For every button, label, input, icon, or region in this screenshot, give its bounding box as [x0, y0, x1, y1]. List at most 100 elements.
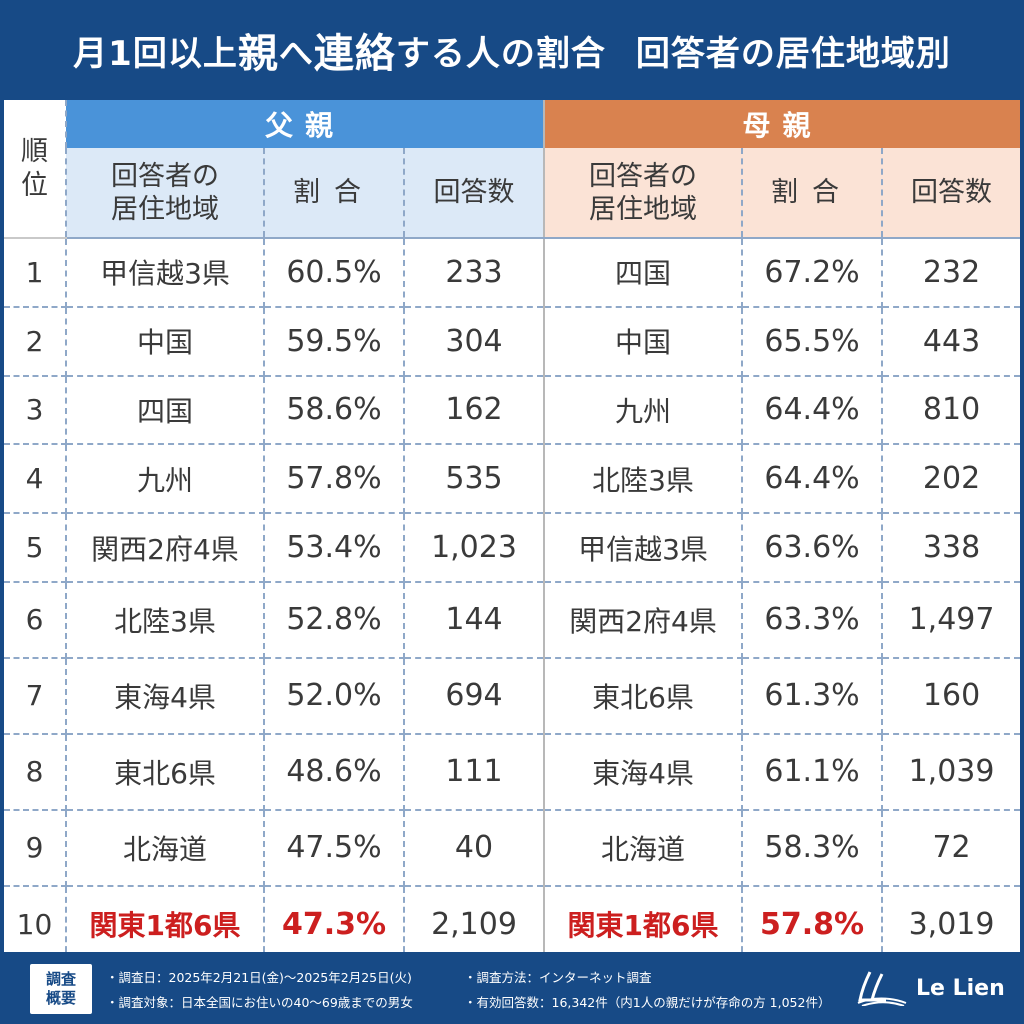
- title-part3: へ: [278, 33, 314, 74]
- father-count-cell: 233: [404, 238, 546, 308]
- mother-region-cell: 北海道: [544, 809, 744, 887]
- logo: Le Lien: [856, 968, 1006, 1008]
- rank-cell: 7: [4, 657, 67, 735]
- father-ratio-cell: 48.6%: [264, 733, 405, 811]
- rank-cell: 8: [4, 733, 67, 811]
- mother-region-cell: 九州: [544, 375, 744, 446]
- mother-region-cell: 四国: [544, 238, 744, 308]
- rank-cell: 9: [4, 809, 67, 887]
- father-count-cell: 694: [404, 657, 546, 735]
- mother-count-cell: 810: [882, 375, 1021, 446]
- father-group-header: 父親: [66, 100, 546, 148]
- father-region-cell: 中国: [66, 306, 265, 377]
- region-header-line1: 回答者の: [589, 160, 698, 192]
- table-row: 10 関東1都6県 47.3% 2,109 関東1都6県 57.8% 3,019: [4, 885, 1020, 962]
- table-row: 3 四国 58.6% 162 九州 64.4% 810: [4, 375, 1021, 446]
- rank-cell: 3: [4, 375, 67, 446]
- mother-ratio-cell: 61.1%: [742, 733, 884, 811]
- table-body: 1 甲信越3県 60.5% 233 四国 67.2% 232 2 中国 59.5% 304 中国 65.…: [4, 238, 1021, 962]
- mother-ratio-cell: 58.3%: [742, 809, 884, 887]
- ranking-table-container: 順 位 父親 母親 回答者の 居住地域 割合 回答数 回答者の 居住地域 割合 …: [4, 100, 1021, 962]
- father-ratio-cell: 53.4%: [264, 513, 405, 583]
- mother-count-cell: 72: [882, 809, 1021, 887]
- father-count-cell: 1,023: [404, 513, 546, 583]
- mother-count-cell: 3,019: [908, 906, 995, 942]
- father-count-cell: 304: [404, 306, 546, 377]
- father-count-cell: 40: [404, 809, 546, 887]
- rank-cell: 2: [4, 306, 67, 377]
- mother-count-cell: 443: [882, 306, 1021, 377]
- father-count-cell: 111: [404, 733, 546, 811]
- rank-cell: 1: [4, 238, 67, 308]
- mother-ratio-cell: 57.8%: [742, 885, 884, 962]
- mother-count-header: 回答数: [882, 148, 1021, 239]
- mother-ratio-cell: 64.4%: [742, 375, 884, 446]
- father-ratio-cell: 47.3%: [264, 885, 405, 962]
- table-row: 6 北陸3県 52.8% 144 関西2府4県 63.3% 1,497: [4, 581, 1021, 659]
- father-ratio-cell: 57.8%: [264, 444, 405, 515]
- logo-mark-icon: [857, 971, 907, 1006]
- father-ratio-header: 割合: [264, 148, 405, 239]
- mother-count-cell: 232: [882, 238, 1021, 308]
- mother-region-cell: 甲信越3県: [544, 513, 744, 583]
- badge-line2: 概要: [45, 989, 76, 1007]
- table-row: 7 東海4県 52.0% 694 東北6県 61.3% 160: [4, 657, 1021, 735]
- mother-ratio-header: 割合: [742, 148, 884, 239]
- survey-method: ・調査方法：インターネット調査: [464, 970, 652, 985]
- father-region-header: 回答者の 居住地域: [66, 148, 265, 239]
- father-region-cell: 甲信越3県: [66, 238, 265, 308]
- table-row: 4 九州 57.8% 535 北陸3県 64.4% 202: [4, 444, 1021, 515]
- father-region-cell: 関西2府4県: [66, 513, 265, 583]
- mother-region-cell: 東北6県: [544, 657, 744, 735]
- mother-count-cell: 338: [882, 513, 1021, 583]
- rank-header-line1: 順: [21, 135, 48, 167]
- ranking-table: 順 位 父親 母親 回答者の 居住地域 割合 回答数 回答者の 居住地域 割合 …: [4, 100, 1021, 962]
- title-part6: 回答者の居住地域別: [635, 33, 951, 74]
- mother-ratio-cell: 64.4%: [742, 444, 884, 515]
- title-part2: 親: [237, 31, 279, 77]
- father-region-cell: 東北6県: [66, 733, 265, 811]
- father-region-cell: 北海道: [66, 809, 265, 887]
- mother-ratio-cell: 61.3%: [742, 657, 884, 735]
- rank-header: 順 位: [4, 100, 67, 239]
- father-count-cell: 144: [404, 581, 546, 659]
- mother-count-cell: 1,039: [882, 733, 1021, 811]
- badge-line1: 調査: [45, 970, 76, 988]
- rank-cell: 6: [4, 581, 67, 659]
- mother-ratio-cell: 67.2%: [742, 238, 884, 308]
- father-region-cell: 関東1都6県: [66, 885, 265, 962]
- mother-region-cell: 関西2府4県: [544, 581, 744, 659]
- region-header-line2: 居住地域: [111, 193, 219, 225]
- mother-count-cell: 202: [882, 444, 1021, 515]
- table-row: 5 関西2府4県 53.4% 1,023 甲信越3県 63.6% 338: [4, 513, 1021, 583]
- father-ratio-cell: 47.5%: [264, 809, 405, 887]
- mother-region-cell: 北陸3県: [544, 444, 744, 515]
- survey-target: ・調査対象：日本全国にお住いの40～69歳までの男女: [106, 995, 413, 1010]
- region-header-line1: 回答者の: [111, 160, 219, 192]
- survey-date: ・調査日：2025年2月21日(金)～2025年2月25日(火): [106, 970, 412, 985]
- title-part5: する人の割合: [395, 33, 606, 74]
- father-region-cell: 北陸3県: [66, 581, 265, 659]
- rank-cell: 5: [4, 513, 67, 583]
- rank-cell: 4: [4, 444, 67, 515]
- father-region-cell: 九州: [66, 444, 265, 515]
- table-row: 8 東北6県 48.6% 111 東海4県 61.1% 1,039: [4, 733, 1021, 811]
- mother-count-cell: 160: [882, 657, 1021, 735]
- mother-ratio-cell: 65.5%: [742, 306, 884, 377]
- father-ratio-cell: 58.6%: [264, 375, 405, 446]
- rank-header-line2: 位: [21, 169, 48, 201]
- father-count-cell: 162: [404, 375, 546, 446]
- table-row: 2 中国 59.5% 304 中国 65.5% 443: [4, 306, 1021, 377]
- region-header-line2: 居住地域: [589, 193, 698, 225]
- survey-valid-responses: ・有効回答数：16,342件（内1人の親だけが存命の方 1,052件）: [464, 995, 831, 1010]
- father-count-cell: 2,109: [404, 885, 546, 962]
- mother-region-header: 回答者の 居住地域: [544, 148, 744, 239]
- father-ratio-cell: 52.0%: [264, 657, 405, 735]
- father-region-cell: 東海4県: [66, 657, 265, 735]
- logo-text: Le Lien: [916, 975, 1005, 1001]
- page-title: 月1回以上親へ連絡 する人の割合 回答者の居住地域別: [0, 0, 1024, 100]
- table-row: 1 甲信越3県 60.5% 233 四国 67.2% 232: [4, 238, 1021, 308]
- mother-region-cell: 中国: [544, 306, 744, 377]
- table-row: 9 北海道 47.5% 40 北海道 58.3% 72: [4, 809, 1021, 887]
- mother-ratio-cell: 63.6%: [742, 513, 884, 583]
